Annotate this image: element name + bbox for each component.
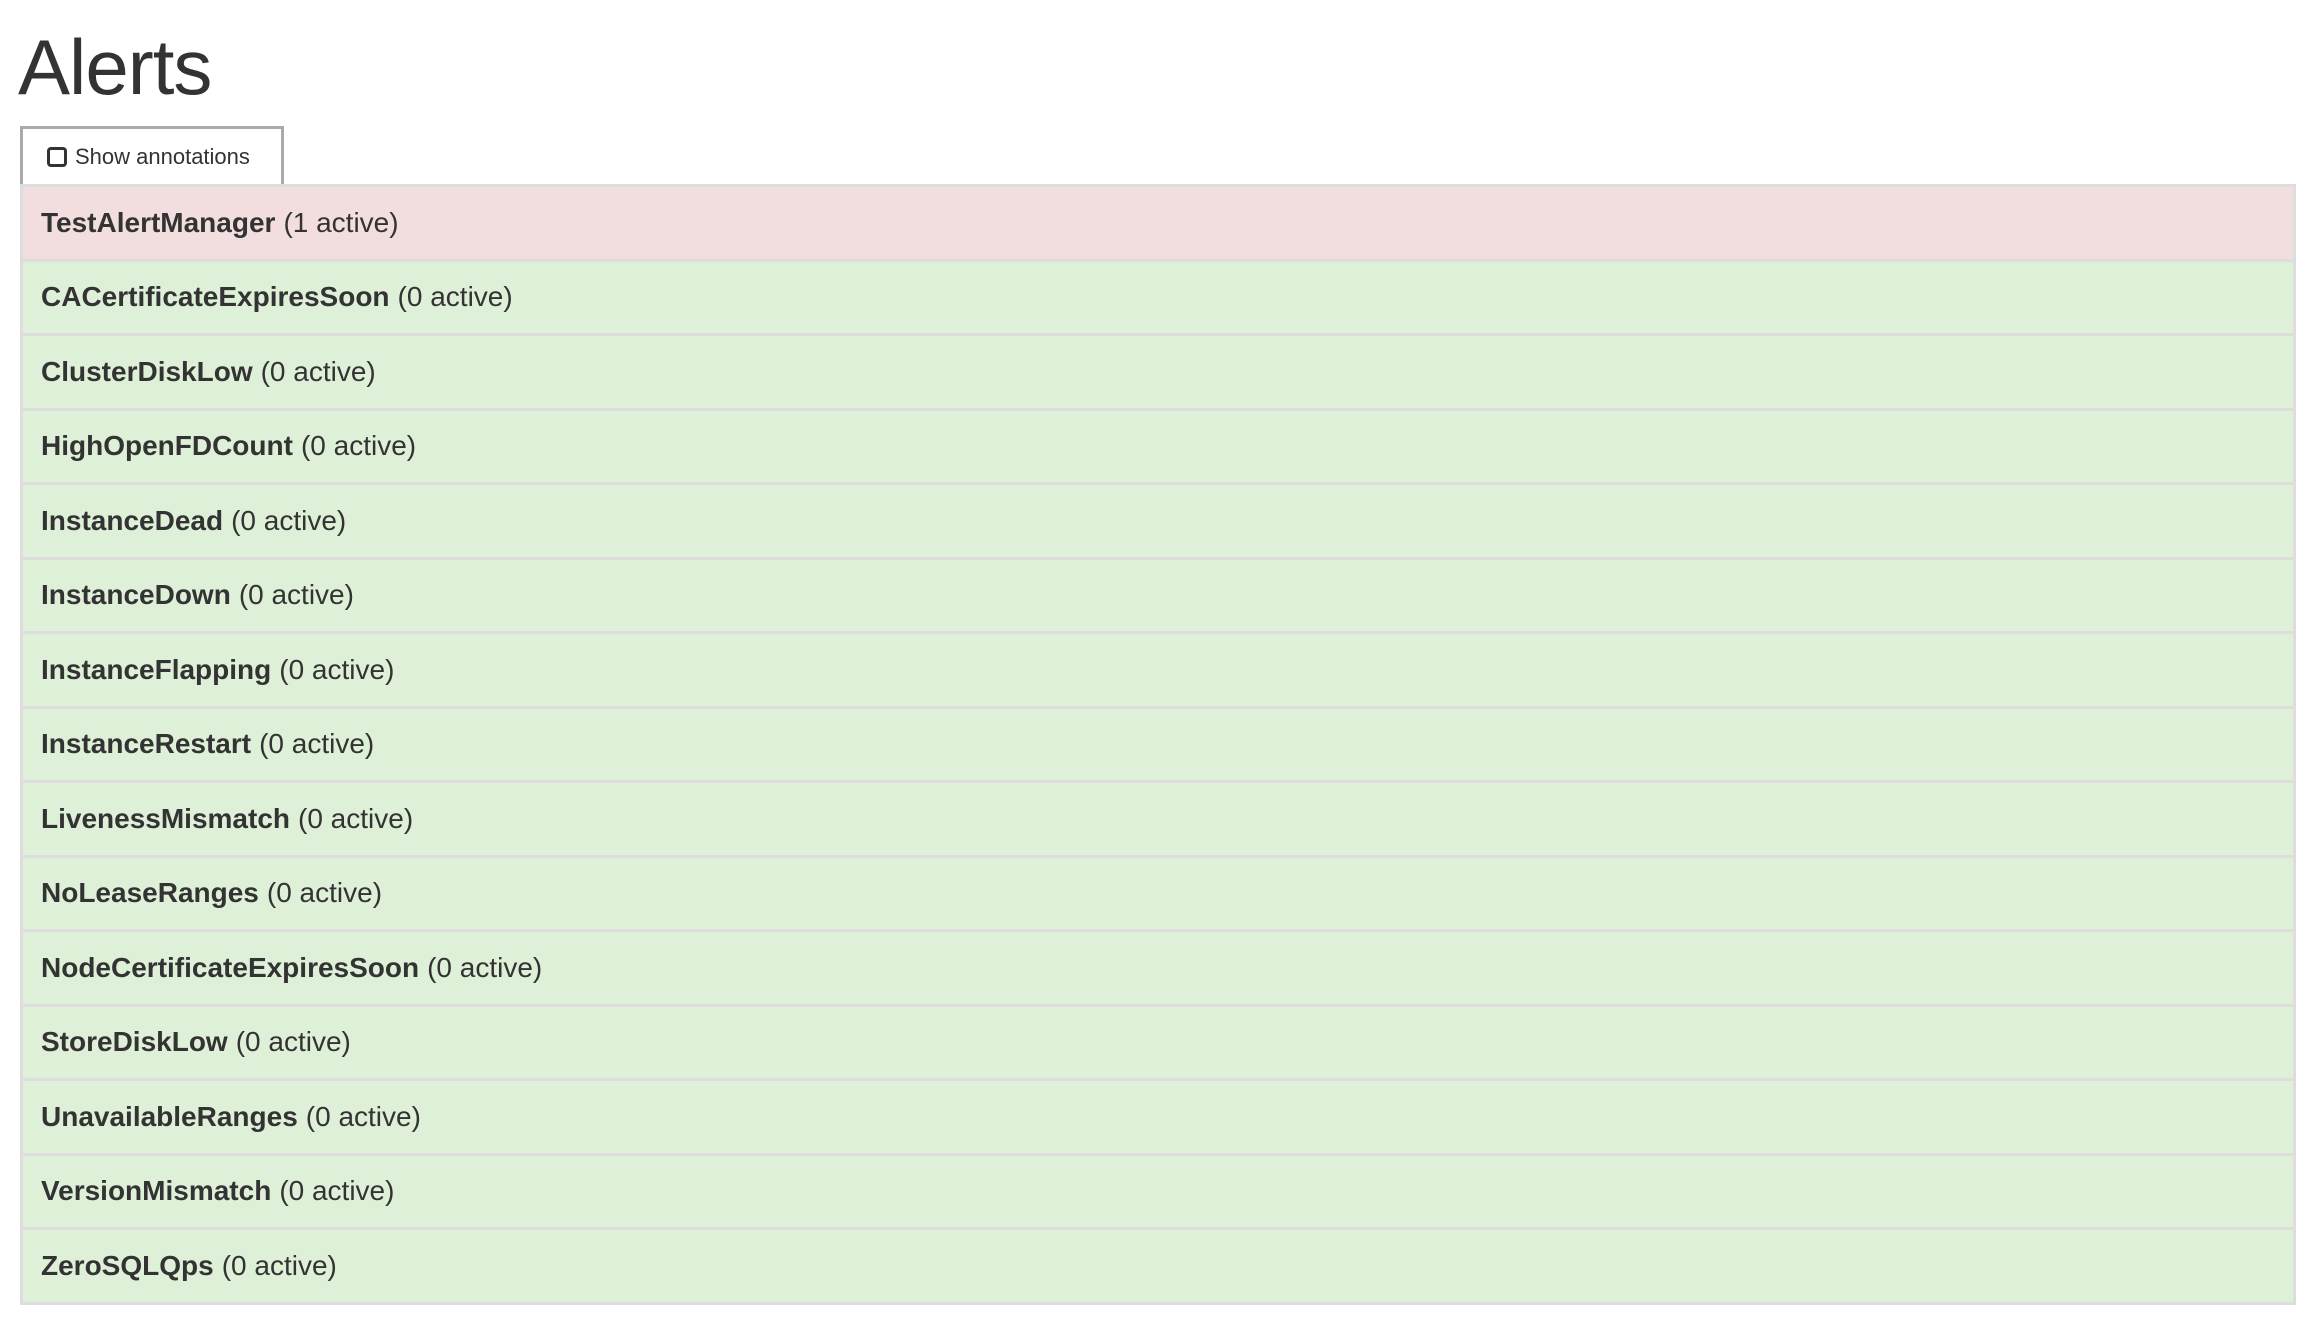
alert-active-count: (0 active) bbox=[235, 1026, 351, 1058]
alert-name: UnavailableRanges bbox=[41, 1100, 298, 1132]
alert-active-count: (0 active) bbox=[266, 877, 383, 909]
alert-row[interactable]: StoreDiskLow (0 active) bbox=[23, 1003, 2293, 1078]
alert-row[interactable]: TestAlertManager (1 active) bbox=[23, 184, 2293, 259]
alert-row[interactable]: UnavailableRanges (0 active) bbox=[23, 1078, 2293, 1153]
alert-row[interactable]: NoLeaseRanges (0 active) bbox=[23, 854, 2293, 929]
alert-name: StoreDiskLow bbox=[41, 1026, 228, 1058]
alert-active-count: (0 active) bbox=[279, 1175, 395, 1207]
alert-name: TestAlertManager bbox=[41, 206, 276, 238]
alert-active-count: (0 active) bbox=[231, 504, 347, 536]
alert-list: TestAlertManager (1 active) CACertificateE… bbox=[20, 184, 2296, 1305]
alert-active-count: (1 active) bbox=[283, 206, 399, 238]
alert-active-count: (0 active) bbox=[305, 1100, 421, 1132]
alert-row[interactable]: NodeCertificateExpiresSoon (0 active) bbox=[23, 929, 2293, 1004]
alert-name: NodeCertificateExpiresSoon bbox=[41, 951, 420, 983]
alert-row[interactable]: HighOpenFDCount (0 active) bbox=[23, 407, 2293, 482]
alert-name: InstanceDown bbox=[41, 579, 231, 611]
alert-active-count: (0 active) bbox=[260, 355, 376, 387]
alert-row[interactable]: LivenessMismatch (0 active) bbox=[23, 780, 2293, 855]
alert-row[interactable]: InstanceRestart (0 active) bbox=[23, 705, 2293, 780]
alert-active-count: (0 active) bbox=[221, 1249, 337, 1281]
page-title: Alerts bbox=[18, 23, 212, 111]
alert-active-count: (0 active) bbox=[238, 579, 354, 611]
alert-row[interactable]: InstanceDead (0 active) bbox=[23, 482, 2293, 557]
alert-name: InstanceFlapping bbox=[41, 653, 272, 685]
alert-row[interactable]: InstanceDown (0 active) bbox=[23, 556, 2293, 631]
show-annotations-label: Show annotations bbox=[75, 144, 250, 169]
alert-row[interactable]: VersionMismatch (0 active) bbox=[23, 1152, 2293, 1227]
alert-active-count: (0 active) bbox=[259, 728, 375, 760]
alert-name: InstanceDead bbox=[41, 504, 224, 536]
show-annotations-button[interactable]: Show annotations bbox=[20, 126, 284, 188]
alert-row[interactable]: CACertificateExpiresSoon (0 active) bbox=[23, 258, 2293, 333]
alert-name: LivenessMismatch bbox=[41, 802, 290, 834]
alert-row[interactable]: ClusterDiskLow (0 active) bbox=[23, 333, 2293, 408]
alert-row[interactable]: InstanceFlapping (0 active) bbox=[23, 631, 2293, 706]
alert-name: ZeroSQLQps bbox=[41, 1249, 214, 1281]
alert-active-count: (0 active) bbox=[300, 430, 417, 462]
alert-active-count: (0 active) bbox=[298, 802, 414, 834]
alert-name: HighOpenFDCount bbox=[41, 430, 293, 462]
checkbox-icon[interactable] bbox=[47, 147, 67, 167]
alert-name: NoLeaseRanges bbox=[41, 877, 259, 909]
alert-name: InstanceRestart bbox=[41, 728, 252, 760]
alert-active-count: (0 active) bbox=[427, 951, 543, 983]
alert-name: VersionMismatch bbox=[41, 1175, 272, 1207]
alert-row[interactable]: ZeroSQLQps (0 active) bbox=[23, 1227, 2293, 1302]
alert-name: ClusterDiskLow bbox=[41, 355, 253, 387]
alert-name: CACertificateExpiresSoon bbox=[41, 281, 390, 313]
alert-active-count: (0 active) bbox=[397, 281, 513, 313]
alert-active-count: (0 active) bbox=[279, 653, 395, 685]
